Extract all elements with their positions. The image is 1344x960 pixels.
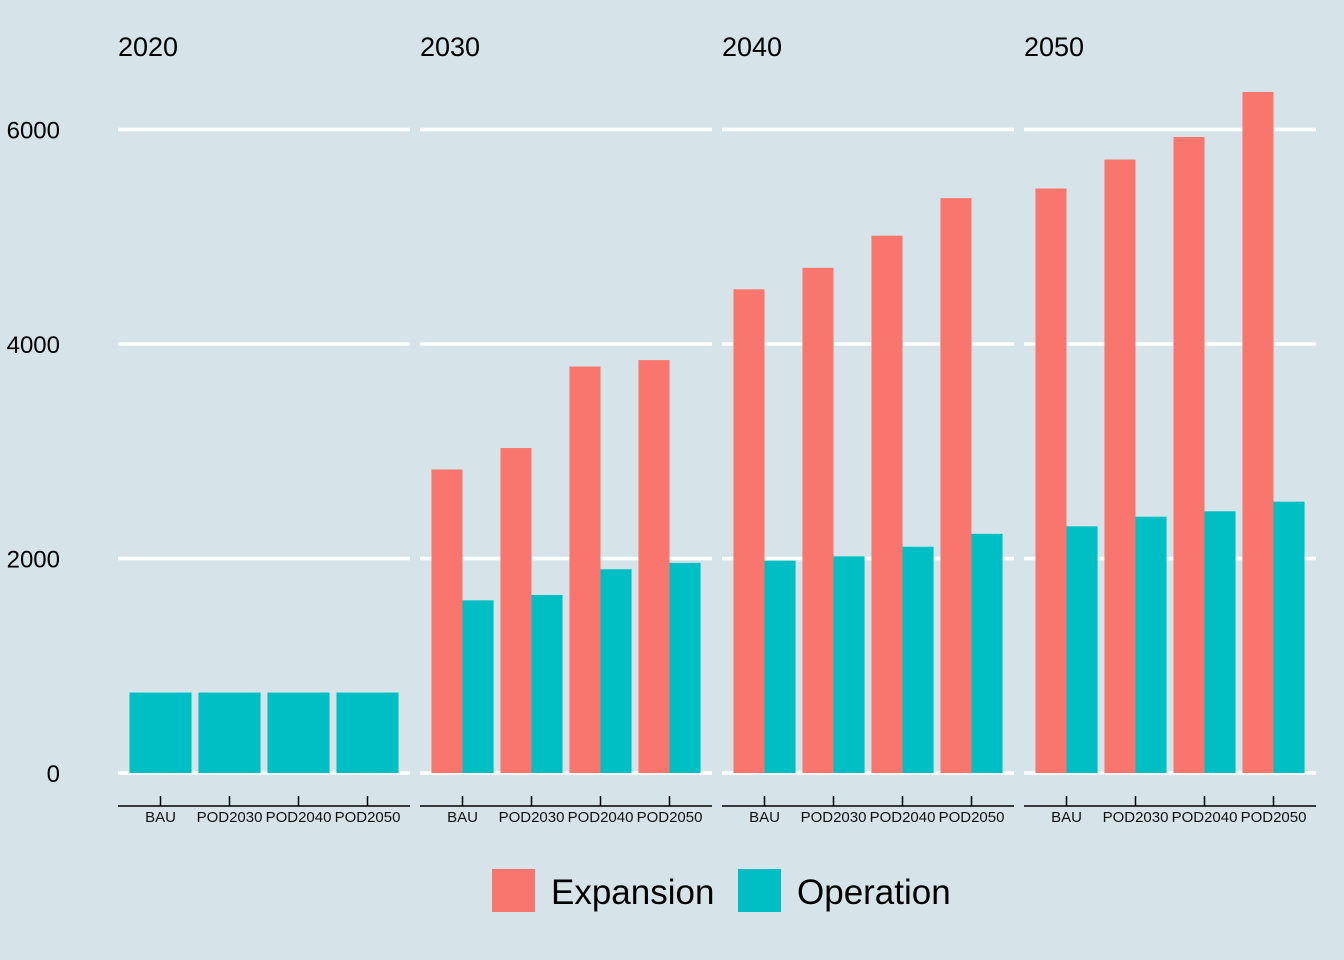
x-tick-label: BAU <box>749 809 780 826</box>
y-tick-label: 4000 <box>7 332 60 359</box>
x-tick-label: POD2030 <box>499 809 565 826</box>
legend-label: Operation <box>797 873 951 912</box>
legend-key-expansion <box>492 869 535 912</box>
bar-expansion <box>802 267 834 773</box>
x-tick-label: BAU <box>447 809 478 826</box>
x-tick-label: POD2050 <box>939 809 1005 826</box>
x-tick-label: POD2030 <box>197 809 263 826</box>
legend: Expansion Operation <box>492 869 951 912</box>
legend-label: Expansion <box>551 873 714 912</box>
y-tick-label: 6000 <box>7 118 60 145</box>
facet-title: 2020 <box>118 32 178 62</box>
bar-operation <box>531 594 563 773</box>
bar-expansion <box>733 289 765 773</box>
bar-expansion <box>431 469 463 773</box>
x-tick-label: POD2050 <box>637 809 703 826</box>
bar-operation <box>971 533 1003 773</box>
bar-expansion <box>569 366 601 773</box>
x-tick-label: BAU <box>1051 809 1082 826</box>
bar-operation <box>902 546 934 773</box>
legend-key-operation <box>738 869 781 912</box>
bar-operation <box>129 692 192 773</box>
bar-expansion <box>940 198 972 773</box>
bar-operation <box>764 560 796 773</box>
bar-operation <box>462 600 494 773</box>
facet-title: 2040 <box>722 32 782 62</box>
bar-expansion <box>1104 159 1136 773</box>
y-tick-label: 2000 <box>7 547 60 574</box>
bar-expansion <box>638 360 670 773</box>
bar-operation <box>833 556 865 773</box>
x-tick-label: POD2040 <box>266 809 332 826</box>
bar-expansion <box>1035 188 1067 774</box>
facet-title: 2050 <box>1024 32 1084 62</box>
x-tick-label: POD2040 <box>1172 809 1238 826</box>
bar-expansion <box>1173 137 1205 773</box>
bar-operation <box>1204 511 1236 773</box>
bar-operation <box>198 692 261 773</box>
bar-expansion <box>1242 91 1274 773</box>
x-tick-label: POD2040 <box>568 809 634 826</box>
x-tick-label: BAU <box>145 809 176 826</box>
bar-operation <box>600 569 632 773</box>
x-tick-label: POD2030 <box>801 809 867 826</box>
bar-operation <box>669 562 701 773</box>
facet-title: 2030 <box>420 32 480 62</box>
facet-titles: 2020 2030 2040 2050 <box>118 32 1084 62</box>
bars <box>129 91 1305 774</box>
x-tick-label: POD2030 <box>1103 809 1169 826</box>
y-tick-label: 0 <box>47 761 60 788</box>
x-tick-label: POD2040 <box>870 809 936 826</box>
bar-expansion <box>871 235 903 774</box>
bar-expansion <box>500 448 532 773</box>
bar-operation <box>1135 516 1167 773</box>
bar-operation <box>267 692 330 773</box>
x-tick-label: POD2050 <box>335 809 401 826</box>
bar-operation <box>1273 501 1305 773</box>
x-tick-label: POD2050 <box>1241 809 1307 826</box>
bar-operation <box>1066 526 1098 773</box>
bar-operation <box>336 692 399 773</box>
